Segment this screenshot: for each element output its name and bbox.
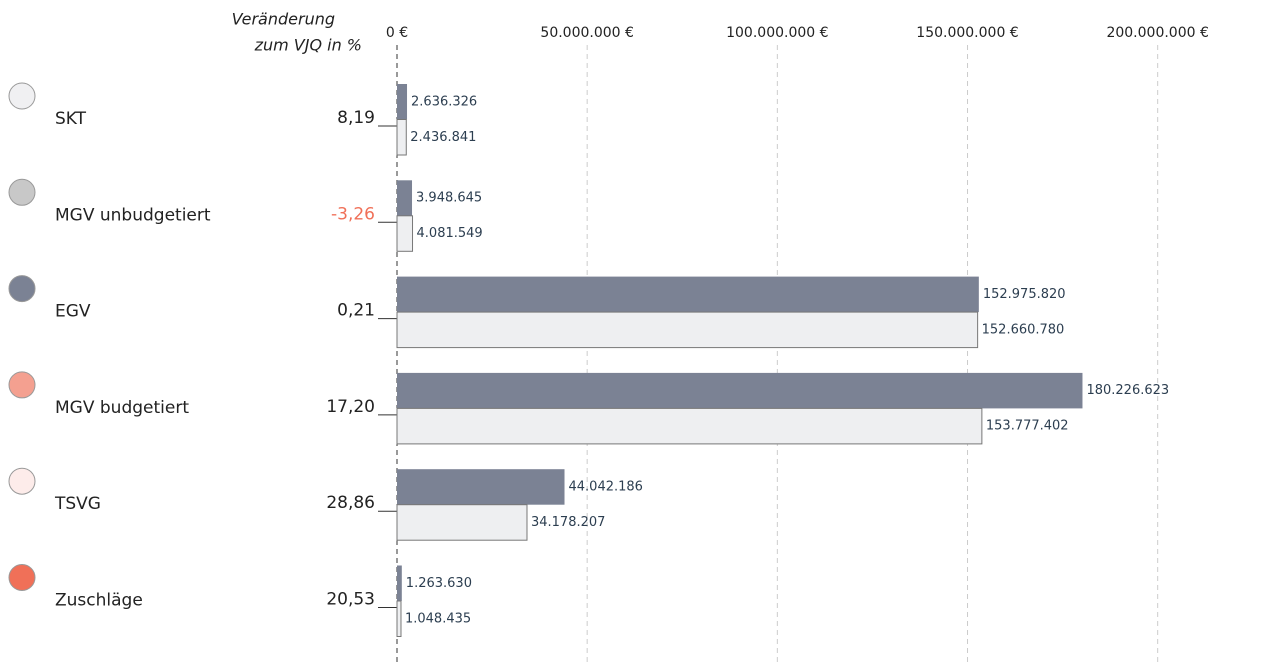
bar — [396, 504, 528, 541]
value-label: 180.226.623 — [1086, 383, 1169, 398]
bar — [397, 372, 1083, 409]
x-tick-label: 100.000.000 € — [726, 25, 828, 41]
category-label: MGV budgetiert — [55, 398, 189, 418]
change-value: -3,26 — [331, 204, 375, 224]
category-label: Zuschläge — [55, 591, 143, 611]
value-label: 152.975.820 — [983, 287, 1066, 302]
category-dot — [8, 371, 36, 399]
bar — [396, 600, 402, 637]
value-label: 2.436.841 — [410, 130, 476, 145]
change-value: 20,53 — [326, 590, 375, 610]
bar — [396, 407, 983, 445]
category-label: SKT — [55, 109, 87, 129]
bar — [397, 84, 408, 120]
x-tick-label: 150.000.000 € — [916, 25, 1018, 41]
category-dot — [8, 275, 36, 303]
category-dot — [8, 564, 36, 591]
category-dot — [8, 467, 36, 495]
category-dot — [8, 178, 36, 206]
change-header: zum VJQ in % — [254, 36, 362, 55]
value-label: 152.660.780 — [982, 322, 1065, 337]
x-tick-label: 0 € — [386, 25, 408, 41]
x-tick-label: 50.000.000 € — [540, 25, 634, 41]
value-label: 153.777.402 — [986, 419, 1069, 434]
value-label: 44.042.186 — [569, 479, 643, 494]
bar — [396, 119, 407, 156]
bar — [397, 469, 565, 505]
bar — [397, 180, 413, 216]
bar — [396, 311, 979, 349]
bar — [397, 565, 402, 601]
value-label: 2.636.326 — [411, 94, 477, 109]
change-value: 28,86 — [326, 493, 375, 513]
value-label: 1.263.630 — [406, 576, 472, 591]
change-value: 17,20 — [326, 397, 375, 417]
value-label: 1.048.435 — [405, 611, 471, 626]
bar — [396, 215, 414, 252]
category-label: MGV unbudgetiert — [55, 205, 211, 225]
value-label: 4.081.549 — [417, 226, 483, 241]
change-value: 8,19 — [337, 108, 375, 128]
category-label: TSVG — [54, 494, 101, 514]
x-tick-label: 200.000.000 € — [1106, 25, 1208, 41]
change-value: 0,21 — [337, 301, 375, 321]
category-label: EGV — [55, 302, 91, 322]
category-dot — [8, 82, 36, 110]
value-label: 34.178.207 — [531, 515, 605, 530]
change-header: Veränderung — [232, 10, 335, 29]
value-label: 3.948.645 — [416, 191, 482, 206]
bar — [397, 276, 979, 313]
